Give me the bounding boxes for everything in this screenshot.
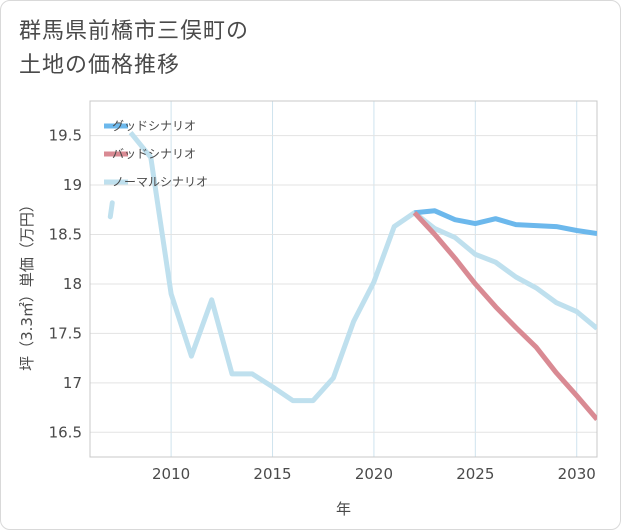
x-tick-label: 2030 (558, 465, 596, 483)
legend-label-normal: ノーマルシナリオ (112, 175, 208, 189)
series-bad-line (412, 210, 597, 422)
x-tick-labels: 2010 2015 2020 2025 2030 (152, 465, 596, 483)
plot-area-border (89, 100, 598, 458)
y-tick-labels: 16.5 17 17.5 18 18.5 19 19.5 (49, 127, 82, 442)
y-tick-label: 17.5 (49, 324, 82, 342)
x-axis-label: 年 (336, 500, 351, 518)
x-tick-label: 2015 (253, 465, 291, 483)
series-normal-start-segment (107, 200, 115, 220)
chart-title: 群馬県前橋市三俣町の 土地の価格推移 (19, 15, 439, 83)
y-tick-label: 17 (63, 374, 82, 392)
y-tick-label: 19 (63, 176, 82, 194)
series-lines (107, 131, 597, 422)
y-tick-label: 18.5 (49, 226, 82, 244)
x-tick-label: 2020 (355, 465, 393, 483)
y-tick-label: 16.5 (49, 423, 82, 441)
y-tick-label: 19.5 (49, 127, 82, 145)
legend-label-good: グッドシナリオ (112, 119, 196, 133)
series-normal-line (128, 131, 597, 404)
y-axis-label: 坪（3.3㎡）単価（万円） (18, 197, 36, 371)
series-good-line (414, 208, 597, 236)
chart-title-line-1: 群馬県前橋市三俣町の (19, 19, 250, 44)
y-tick-label: 18 (63, 275, 82, 293)
x-tick-label: 2010 (152, 465, 190, 483)
x-tick-label: 2025 (456, 465, 494, 483)
chart-title-line-2: 土地の価格推移 (19, 53, 181, 78)
legend-label-bad: バッドシナリオ (112, 147, 196, 161)
